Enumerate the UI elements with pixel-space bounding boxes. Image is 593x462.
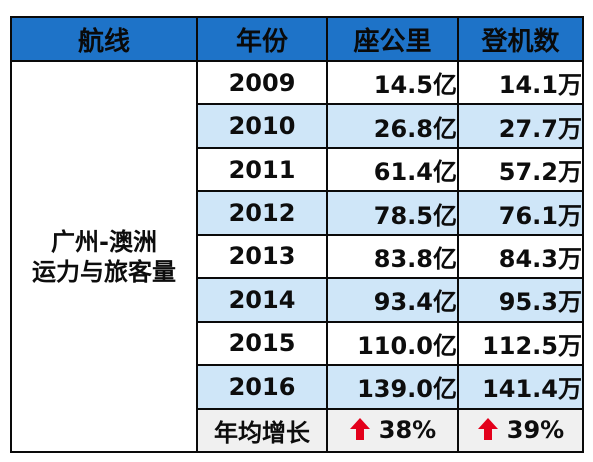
up-arrow-icon xyxy=(477,418,498,441)
growth-passengers: 39% xyxy=(457,407,584,453)
up-arrow-icon xyxy=(349,418,370,441)
header-seat-km: 座公里 xyxy=(326,16,459,62)
header-year: 年份 xyxy=(196,16,328,62)
passengers-cell: 141.4万 xyxy=(457,364,584,410)
seat-km-cell: 26.8亿 xyxy=(326,103,459,149)
header-passengers: 登机数 xyxy=(457,16,584,62)
year-cell: 2016 xyxy=(196,364,328,410)
passengers-cell: 95.3万 xyxy=(457,277,584,323)
table-row: 2014 93.4亿 95.3万 xyxy=(11,277,584,323)
table-row: 广州-澳洲 运力与旅客量 2009 14.5亿 14.1万 xyxy=(10,59,584,453)
seat-km-cell: 78.5亿 xyxy=(326,190,459,236)
seat-km-cell: 93.4亿 xyxy=(326,277,459,323)
table-row: 2011 61.4亿 57.2万 xyxy=(11,146,584,193)
route-label-cell: 广州-澳洲 运力与旅客量 xyxy=(10,60,198,453)
growth-passengers-value: 39% xyxy=(506,416,565,445)
seat-km-cell: 61.4亿 xyxy=(326,146,459,193)
year-cell: 2010 xyxy=(196,103,328,149)
header-row: 航线 年份 座公里 登机数 xyxy=(10,16,584,62)
seat-km-cell: 83.8亿 xyxy=(326,233,459,280)
table-row: 2016 139.0亿 141.4万 xyxy=(11,364,584,410)
table-row: 2010 26.8亿 27.7万 xyxy=(11,103,584,149)
year-cell: 2009 xyxy=(196,59,328,106)
year-cell: 2012 xyxy=(196,190,328,236)
growth-seat-km: 38% xyxy=(326,407,459,453)
passengers-cell: 84.3万 xyxy=(457,233,584,280)
year-cell: 2015 xyxy=(196,320,328,367)
table-row: 2013 83.8亿 84.3万 xyxy=(11,233,584,280)
passengers-cell: 14.1万 xyxy=(457,59,584,106)
growth-row: 年均增长 38% 39% xyxy=(11,407,584,453)
passengers-cell: 27.7万 xyxy=(457,103,584,149)
capacity-passenger-table: 航线 年份 座公里 登机数 广州-澳洲 运力与旅客量 2009 14.5亿 14… xyxy=(10,16,584,453)
year-cell: 2013 xyxy=(196,233,328,280)
route-label-line1: 广州-澳洲 xyxy=(51,227,157,256)
passengers-cell: 76.1万 xyxy=(457,190,584,236)
seat-km-cell: 110.0亿 xyxy=(326,320,459,367)
year-cell: 2011 xyxy=(196,146,328,193)
table-row: 2012 78.5亿 76.1万 xyxy=(11,190,584,236)
seat-km-cell: 14.5亿 xyxy=(326,59,459,106)
seat-km-cell: 139.0亿 xyxy=(326,364,459,410)
year-cell: 2014 xyxy=(196,277,328,323)
growth-label: 年均增长 xyxy=(196,407,328,453)
growth-seat-km-value: 38% xyxy=(378,416,437,445)
header-route: 航线 xyxy=(10,16,198,62)
route-label-line2: 运力与旅客量 xyxy=(32,257,176,286)
passengers-cell: 57.2万 xyxy=(457,146,584,193)
table-row: 2015 110.0亿 112.5万 xyxy=(11,320,584,367)
passengers-cell: 112.5万 xyxy=(457,320,584,367)
data-table-frame: 航线 年份 座公里 登机数 广州-澳洲 运力与旅客量 2009 14.5亿 14… xyxy=(10,16,584,453)
